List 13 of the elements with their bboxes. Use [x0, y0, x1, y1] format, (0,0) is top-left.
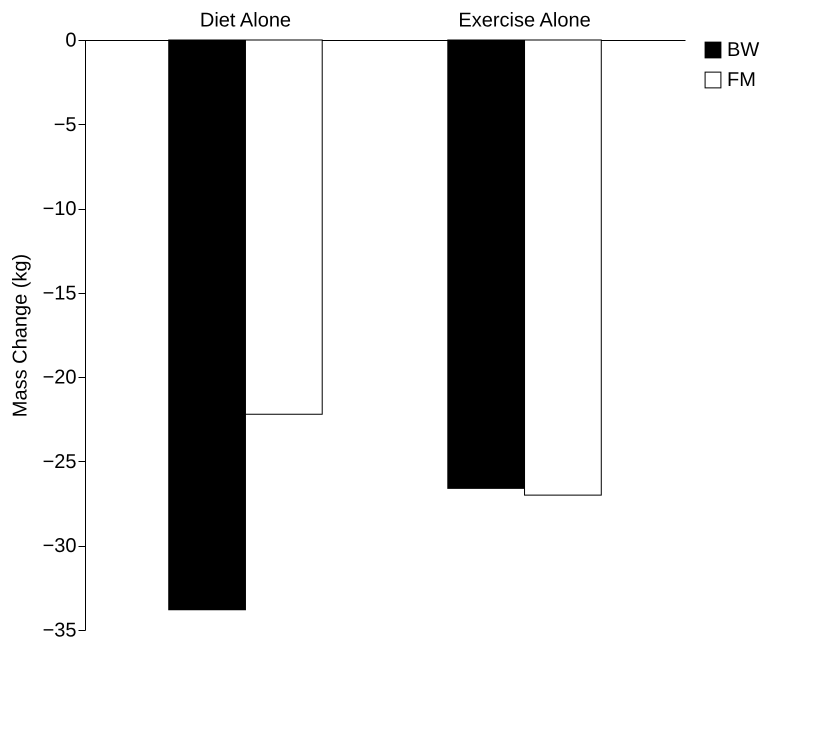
x-tick-label: Exercise Alone — [458, 10, 591, 32]
y-tick-label: −30 — [42, 535, 76, 558]
y-tick-label: −15 — [42, 282, 76, 304]
y-tick-label: −5 — [54, 114, 76, 136]
x-tick-label: Diet Alone — [200, 10, 292, 32]
y-axis-title: Mass Change (kg) — [10, 254, 32, 418]
y-tick-label: −10 — [42, 198, 76, 220]
y-tick-label: −35 — [42, 620, 76, 642]
y-tick-label: −25 — [42, 450, 76, 473]
y-tick-label: −20 — [42, 366, 76, 389]
y-tick-label: 0 — [65, 30, 76, 52]
legend-label: BW — [727, 39, 760, 61]
legend-label: FM — [727, 69, 756, 91]
